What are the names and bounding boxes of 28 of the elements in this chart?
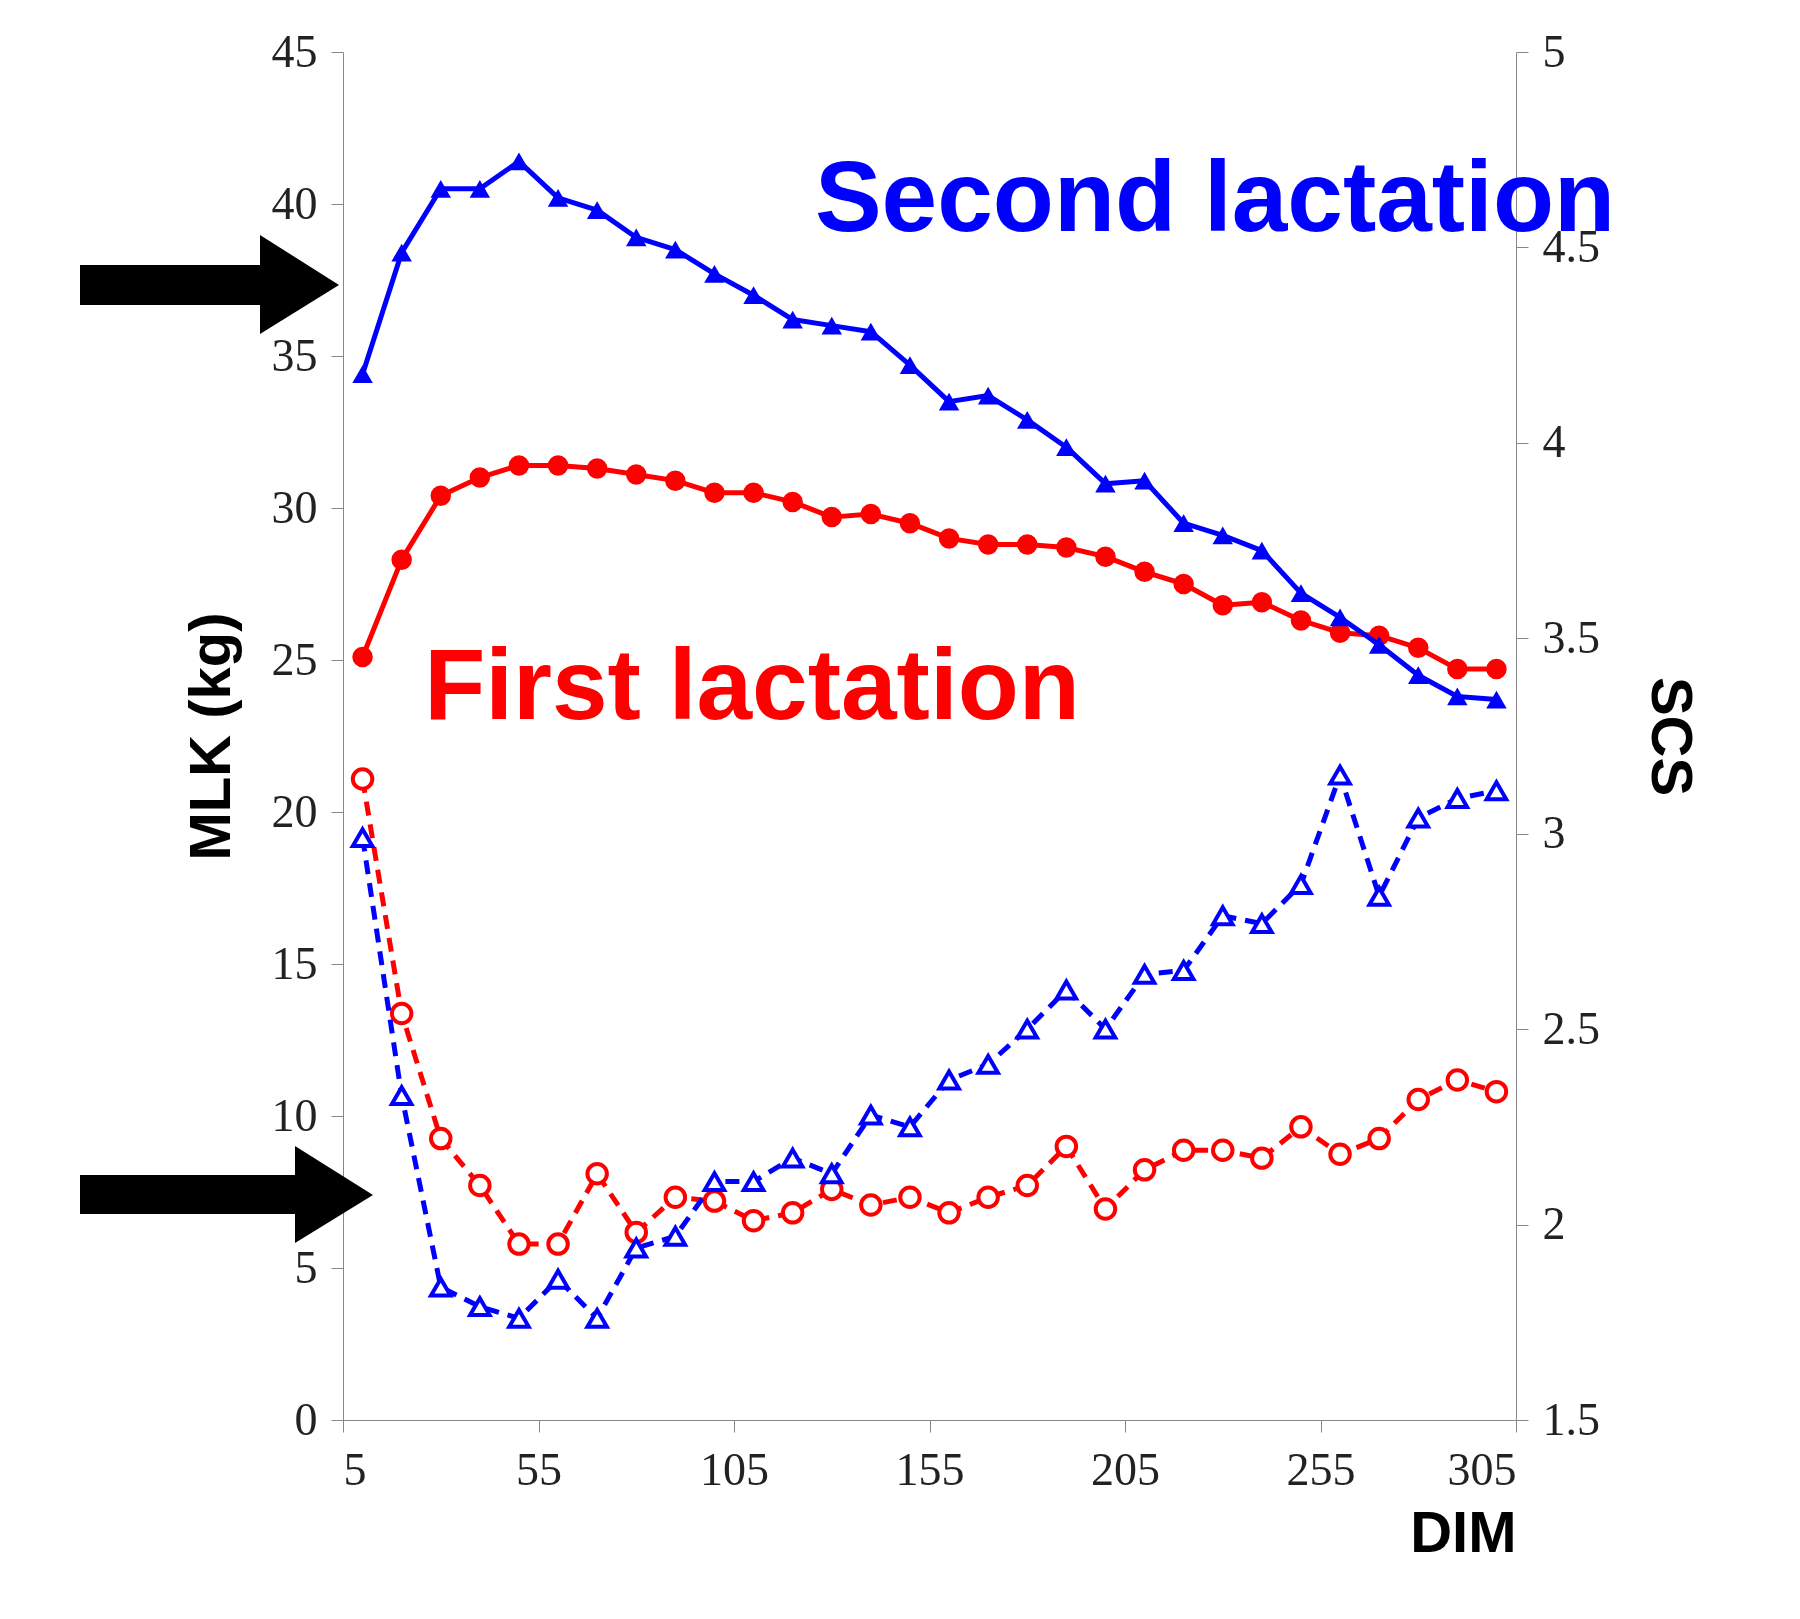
y2-tick-label: 3.5 (1542, 611, 1600, 663)
x-tick-label: 155 (895, 1443, 965, 1495)
x-tick-label: 255 (1286, 1443, 1356, 1495)
y-tick-label: 20 (271, 785, 318, 837)
y-tick-label: 15 (271, 937, 318, 989)
x-tick-label: 55 (516, 1443, 562, 1495)
y-tick-label: 40 (271, 177, 318, 229)
x-tick-label: 305 (1447, 1443, 1517, 1495)
y-tick-label: 30 (271, 481, 318, 533)
y-tick-label: 25 (271, 633, 318, 685)
y2-tick-label: 3 (1542, 807, 1566, 859)
y-tick-label: 45 (271, 25, 318, 77)
series-label: First lactation (424, 628, 1080, 740)
x-axis-title: DIM (1410, 1498, 1517, 1564)
y-tick-label: 10 (271, 1089, 318, 1141)
x-tick-label: 105 (700, 1443, 769, 1495)
y2-tick-label: 2 (1542, 1198, 1566, 1250)
y-tick-label: 5 (294, 1241, 318, 1293)
y2-tick-label: 1.5 (1542, 1393, 1600, 1445)
y2-tick-label: 2.5 (1542, 1002, 1600, 1054)
y2-tick-label: 5 (1542, 25, 1566, 77)
y-tick-label: 35 (271, 329, 318, 381)
y2-tick-label: 4 (1542, 416, 1566, 468)
x-tick-label: 5 (343, 1443, 367, 1495)
y2-axis-title: SCS (1640, 676, 1705, 797)
y-axis-title: MLK (kg) (176, 612, 242, 861)
y-tick-label: 0 (294, 1393, 318, 1445)
x-tick-label: 205 (1091, 1443, 1160, 1495)
